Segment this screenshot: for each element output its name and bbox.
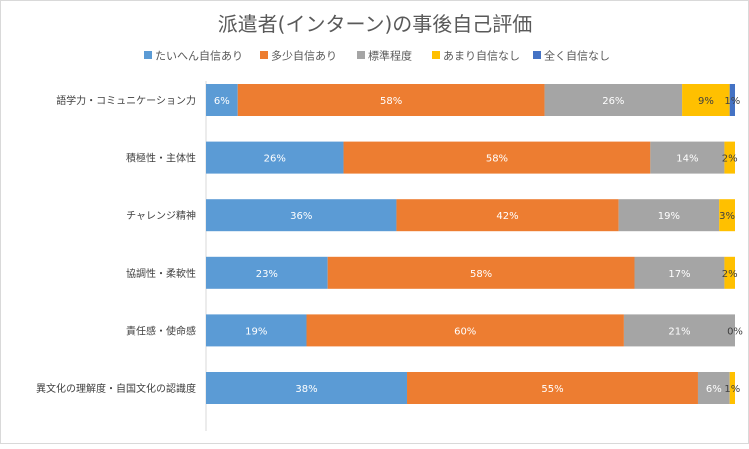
chart-title: 派遣者(インターン)の事後自己評価 xyxy=(218,12,533,36)
data-label: 1% xyxy=(724,96,740,107)
bar-segment xyxy=(729,84,735,116)
bar-row: 19% 60% 21% 0% xyxy=(206,314,743,347)
data-label: 17% xyxy=(668,269,690,280)
category-label: 異文化の理解度・自国文化の認識度 xyxy=(36,382,196,395)
bar-segment xyxy=(634,256,725,289)
bar-row: 23% 58% 17% 2% xyxy=(206,256,738,289)
bar-row: 36% 42% 19% 3% xyxy=(206,199,735,232)
category-label: 語学力・コミュニケーション力 xyxy=(56,94,196,107)
data-label: 21% xyxy=(668,326,690,337)
bar-row: 38% 55% 6% 1% xyxy=(206,372,740,404)
bar-segment xyxy=(206,141,344,174)
bar-row: 26% 58% 14% 2% xyxy=(206,141,738,174)
bar-segment xyxy=(407,372,698,404)
bar-segment xyxy=(682,84,730,116)
bar-segment xyxy=(719,199,735,232)
bar-segment xyxy=(206,199,397,232)
bar-segment xyxy=(327,256,635,289)
legend-swatch xyxy=(357,51,365,59)
bar-segment xyxy=(650,141,725,174)
data-label: 9% xyxy=(698,96,714,107)
legend-label: 全く自信なし xyxy=(544,49,610,63)
bar-segment xyxy=(544,84,683,116)
legend-label: あまり自信なし xyxy=(443,50,520,63)
bar-segment xyxy=(623,314,735,347)
legend-item: たいへん自信あり xyxy=(144,50,243,63)
bar-segment xyxy=(306,314,624,347)
category-label: 積極性・主体性 xyxy=(126,152,196,165)
data-label: 26% xyxy=(264,154,286,165)
data-label: 58% xyxy=(486,154,508,165)
data-label: 23% xyxy=(256,269,278,280)
legend-label: たいへん自信あり xyxy=(155,50,243,63)
legend-label: 標準程度 xyxy=(368,49,412,63)
bar-segment xyxy=(343,141,651,174)
bar-segment xyxy=(396,199,619,232)
bar-segment xyxy=(237,84,545,116)
bar-segment xyxy=(724,141,735,174)
data-label: 58% xyxy=(380,96,402,107)
legend-item: 全く自信なし xyxy=(533,49,610,63)
legend: たいへん自信あり 多少自信あり 標準程度 あまり自信なし 全く自信なし xyxy=(144,49,610,63)
data-label: 1% xyxy=(724,384,740,395)
legend-item: 多少自信あり xyxy=(260,49,337,63)
data-label: 60% xyxy=(454,326,476,337)
legend-swatch xyxy=(260,51,268,59)
bar-segment xyxy=(729,372,735,404)
legend-swatch xyxy=(533,51,541,59)
data-label: 19% xyxy=(658,211,680,222)
legend-item: 標準程度 xyxy=(357,49,412,63)
data-label: 0% xyxy=(727,326,743,337)
category-label: 責任感・使命感 xyxy=(126,324,196,337)
data-label: 2% xyxy=(722,154,738,165)
legend-item: あまり自信なし xyxy=(432,50,520,63)
data-label: 6% xyxy=(214,96,230,107)
bar-segment xyxy=(206,256,328,289)
data-label: 6% xyxy=(706,384,722,395)
category-label: チャレンジ精神 xyxy=(126,209,196,222)
data-label: 58% xyxy=(470,269,492,280)
data-label: 55% xyxy=(541,384,563,395)
category-label: 協調性・柔軟性 xyxy=(126,267,196,280)
data-label: 26% xyxy=(602,96,624,107)
data-label: 36% xyxy=(290,211,312,222)
bar-row: 6% 58% 26% 9% 1% xyxy=(206,84,740,116)
data-label: 42% xyxy=(496,211,518,222)
data-label: 3% xyxy=(719,211,735,222)
data-label: 19% xyxy=(245,326,267,337)
legend-label: 多少自信あり xyxy=(271,49,337,63)
category-labels: 語学力・コミュニケーション力積極性・主体性チャレンジ精神協調性・柔軟性責任感・使… xyxy=(36,94,196,395)
bar-segment xyxy=(206,372,408,404)
legend-swatch xyxy=(144,51,152,59)
legend-swatch xyxy=(432,51,440,59)
bar-segment xyxy=(206,84,238,116)
bar-segment xyxy=(618,199,720,232)
bar-segment xyxy=(697,372,730,404)
bar-segment xyxy=(206,314,307,347)
data-label: 38% xyxy=(295,384,317,395)
bar-segment xyxy=(724,256,735,289)
bars: 6% 58% 26% 9% 1% 26% 58% 14% 2% 36% 42% 19% 3% 23% 58%… xyxy=(206,84,743,404)
data-label: 14% xyxy=(676,154,698,165)
data-label: 2% xyxy=(722,269,738,280)
